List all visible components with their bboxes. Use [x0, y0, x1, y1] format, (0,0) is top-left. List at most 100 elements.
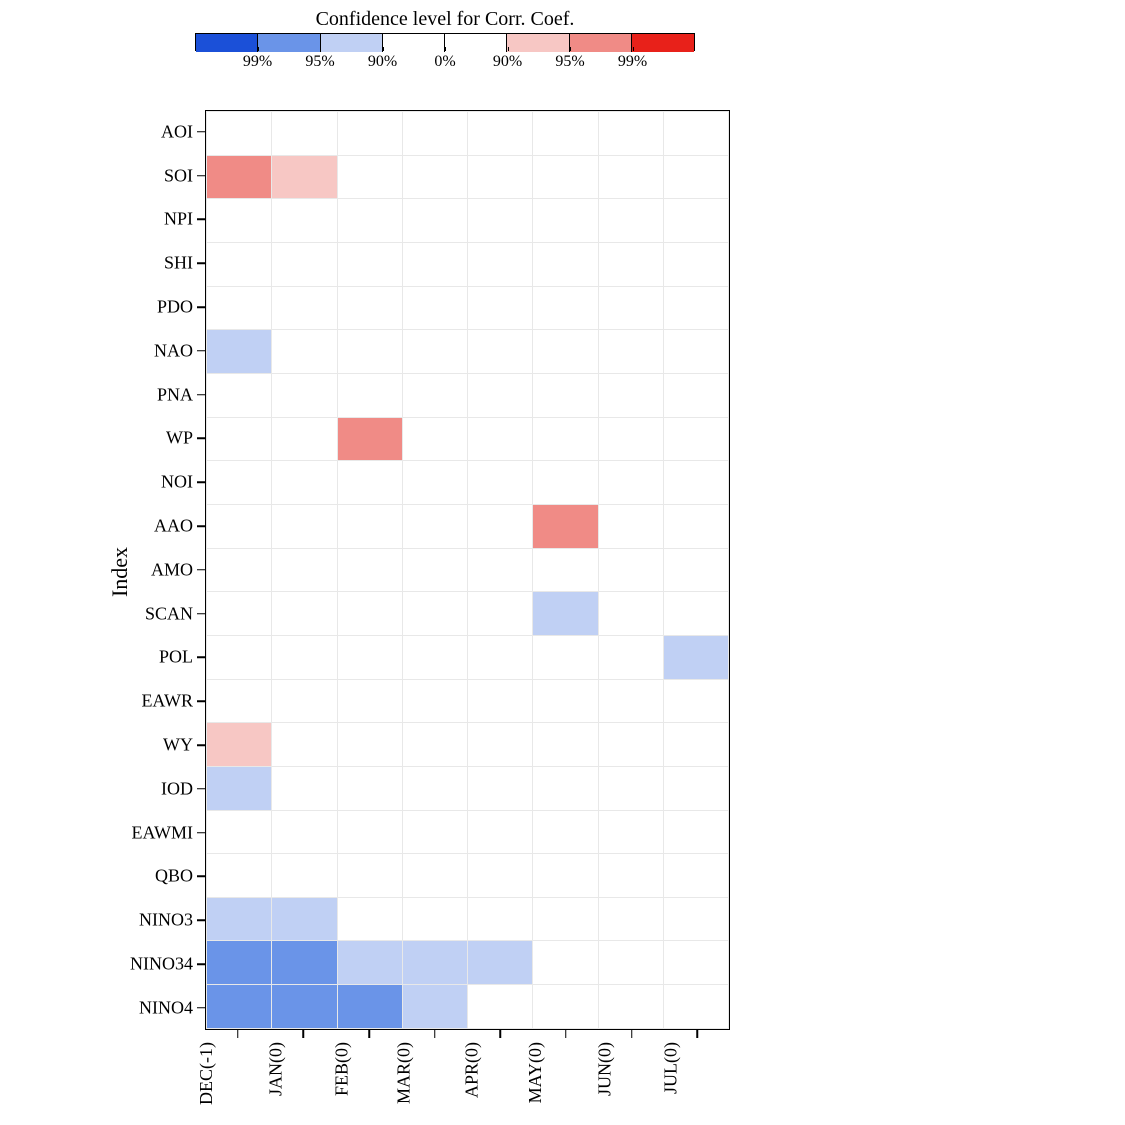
heatmap-cell: [337, 373, 402, 417]
heatmap-cell: [337, 461, 402, 505]
heatmap-cell: [207, 679, 272, 723]
heatmap-cell: [663, 766, 728, 810]
heatmap-cell: [533, 766, 598, 810]
heatmap-cell: [272, 373, 337, 417]
heatmap-cell: [598, 985, 663, 1029]
heatmap-cell: [468, 810, 533, 854]
heatmap-cell: [337, 766, 402, 810]
colorbar-tick-label: 90%: [368, 53, 397, 71]
heatmap-cell: [207, 286, 272, 330]
heatmap-cell: [272, 592, 337, 636]
heatmap-cell: [533, 112, 598, 156]
colorbar-tick-label: 95%: [305, 53, 334, 71]
heatmap-cell: [207, 199, 272, 243]
heatmap-cell: [402, 985, 467, 1029]
heatmap: AOISOINPISHIPDONAOPNAWPNOIAAOAMOSCANPOLE…: [205, 110, 730, 1030]
heatmap-cell: [207, 941, 272, 985]
heatmap-cell: [533, 504, 598, 548]
heatmap-cell: [533, 897, 598, 941]
heatmap-cell: [207, 854, 272, 898]
y-tick-label: NPI: [164, 209, 193, 230]
heatmap-cell: [272, 679, 337, 723]
heatmap-cell: [337, 199, 402, 243]
colorbar-segment: [570, 34, 632, 52]
heatmap-cell: [207, 592, 272, 636]
heatmap-cell: [337, 286, 402, 330]
heatmap-cell: [337, 897, 402, 941]
y-tick-label: NINO4: [139, 997, 193, 1018]
colorbar-segment: [196, 34, 258, 52]
heatmap-cell: [598, 461, 663, 505]
heatmap-cell: [598, 242, 663, 286]
y-tick-label: NINO3: [139, 910, 193, 931]
heatmap-cell: [337, 592, 402, 636]
heatmap-cell: [468, 504, 533, 548]
heatmap-cell: [533, 941, 598, 985]
heatmap-cell: [272, 897, 337, 941]
heatmap-cell: [598, 897, 663, 941]
heatmap-cell: [533, 242, 598, 286]
heatmap-cell: [468, 155, 533, 199]
heatmap-cell: [663, 199, 728, 243]
x-tick-label: APR(0): [462, 1042, 483, 1098]
heatmap-cell: [272, 854, 337, 898]
y-tick-label: WY: [163, 735, 193, 756]
colorbar: Confidence level for Corr. Coef. 99%95%9…: [195, 8, 695, 71]
colorbar-ticks: 99%95%90%0%90%95%99%: [195, 51, 695, 71]
heatmap-cell: [663, 548, 728, 592]
heatmap-cell: [598, 155, 663, 199]
y-tick-label: PDO: [157, 297, 193, 318]
heatmap-cell: [663, 592, 728, 636]
colorbar-segment: [321, 34, 383, 52]
heatmap-cell: [402, 504, 467, 548]
heatmap-cell: [337, 548, 402, 592]
heatmap-cell: [272, 548, 337, 592]
heatmap-cell: [337, 504, 402, 548]
x-tick-label: DEC(-1): [196, 1042, 217, 1105]
heatmap-cell: [663, 810, 728, 854]
y-tick-label: POL: [159, 647, 193, 668]
y-tick-label: PNA: [157, 384, 193, 405]
heatmap-cell: [663, 941, 728, 985]
heatmap-cell: [598, 286, 663, 330]
y-tick-label: NINO34: [130, 954, 193, 975]
heatmap-cell: [663, 679, 728, 723]
heatmap-cell: [402, 548, 467, 592]
heatmap-cell: [272, 330, 337, 374]
heatmap-cell: [663, 242, 728, 286]
x-tick-label: JAN(0): [266, 1042, 287, 1096]
colorbar-segment: [258, 34, 320, 52]
heatmap-cell: [207, 897, 272, 941]
heatmap-cell: [272, 985, 337, 1029]
heatmap-cell: [598, 373, 663, 417]
y-tick-label: NOI: [161, 472, 193, 493]
heatmap-cell: [663, 330, 728, 374]
heatmap-cell: [207, 723, 272, 767]
heatmap-cell: [207, 504, 272, 548]
x-tick-label: FEB(0): [332, 1042, 353, 1096]
heatmap-cell: [663, 286, 728, 330]
heatmap-cell: [533, 286, 598, 330]
heatmap-cell: [402, 199, 467, 243]
heatmap-cell: [598, 635, 663, 679]
colorbar-tick-label: 99%: [243, 53, 272, 71]
heatmap-cell: [337, 941, 402, 985]
heatmap-cell: [533, 810, 598, 854]
heatmap-cell: [402, 897, 467, 941]
heatmap-cell: [207, 155, 272, 199]
heatmap-cell: [533, 548, 598, 592]
heatmap-cell: [468, 854, 533, 898]
heatmap-cell: [402, 723, 467, 767]
heatmap-cell: [663, 635, 728, 679]
heatmap-cell: [207, 766, 272, 810]
heatmap-cell: [402, 330, 467, 374]
y-tick-label: AAO: [154, 516, 193, 537]
colorbar-segment: [383, 34, 445, 52]
heatmap-cell: [663, 155, 728, 199]
colorbar-tick-label: 0%: [434, 53, 455, 71]
heatmap-cell: [337, 242, 402, 286]
heatmap-cell: [337, 635, 402, 679]
heatmap-cell: [402, 242, 467, 286]
heatmap-cell: [402, 155, 467, 199]
colorbar-segment: [445, 34, 507, 52]
